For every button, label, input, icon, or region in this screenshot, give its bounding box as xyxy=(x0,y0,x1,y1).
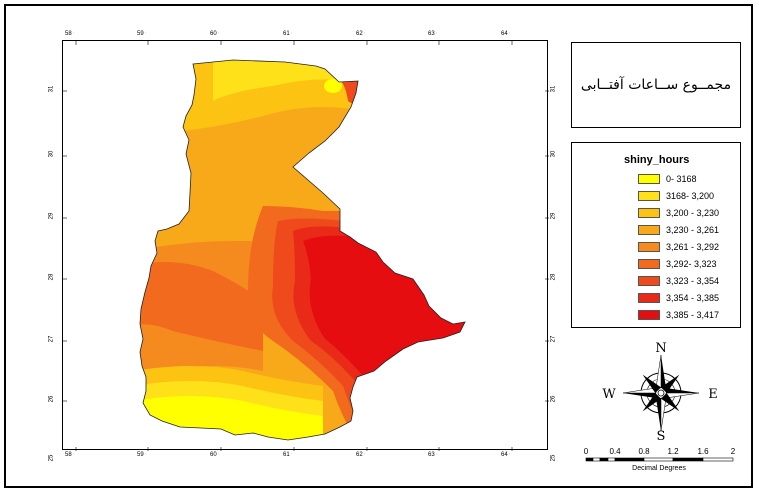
legend-swatch xyxy=(638,225,660,235)
legend-item: 3,385 - 3,417 xyxy=(638,309,719,321)
legend-title: shiny_hours xyxy=(624,154,690,166)
map-frame xyxy=(62,40,549,463)
legend-swatch xyxy=(638,174,660,184)
legend-swatch xyxy=(638,208,660,218)
legend-label: 3,200 - 3,230 xyxy=(666,208,720,218)
legend-label: 3,385 - 3,417 xyxy=(666,310,720,320)
legend-label: 0- 3168 xyxy=(666,174,697,184)
outer-frame xyxy=(4,4,753,488)
lat-label-left: 26 xyxy=(48,395,55,403)
legend-label: 3,230 - 3,261 xyxy=(666,225,720,235)
lat-label-right: 27 xyxy=(550,335,557,343)
province-map xyxy=(63,41,549,463)
lat-label-right: 25 xyxy=(550,454,557,462)
lon-label-bottom: 59° xyxy=(137,452,147,458)
lat-label-left: 31 xyxy=(48,85,55,93)
legend-swatch xyxy=(638,242,660,252)
lat-label-right: 28 xyxy=(550,273,557,281)
lon-label-bottom: 61° xyxy=(283,452,293,458)
scale-label: 0.4 xyxy=(609,447,621,456)
lat-label-right: 26 xyxy=(550,395,557,403)
scale-label: 0.8 xyxy=(638,447,650,456)
legend-label: 3,323 - 3,354 xyxy=(666,276,720,286)
lon-label-top: 62° xyxy=(356,31,366,37)
legend-item: 0- 3168 xyxy=(638,173,697,185)
legend-item: 3168- 3,200 xyxy=(638,190,714,202)
scale-label: 2 xyxy=(731,447,736,456)
lon-label-top: 59° xyxy=(137,31,147,37)
lon-label-top: 64° xyxy=(501,31,511,37)
legend-label: 3,292- 3,323 xyxy=(666,259,717,269)
scale-label: 0 xyxy=(584,447,589,456)
legend-item: 3,354 - 3,385 xyxy=(638,292,719,304)
legend-swatch xyxy=(638,259,660,269)
legend-item: 3,261 - 3,292 xyxy=(638,241,719,253)
lat-label-left: 29 xyxy=(48,212,55,220)
legend-item: 3,200 - 3,230 xyxy=(638,207,719,219)
lat-label-left: 28 xyxy=(48,273,55,281)
lat-label-right: 29 xyxy=(550,212,557,220)
lon-label-top: 58° xyxy=(65,31,75,37)
legend-label: 3168- 3,200 xyxy=(666,191,715,201)
legend-swatch xyxy=(638,191,660,201)
legend-item: 3,323 - 3,354 xyxy=(638,275,719,287)
lat-label-left: 30 xyxy=(48,150,55,158)
scale-unit: Decimal Degrees xyxy=(632,465,686,472)
map-title: مجمــوع ســاعات آفتــابی xyxy=(580,77,732,93)
lon-label-top: 61° xyxy=(283,31,293,37)
lat-label-left: 25 xyxy=(48,454,55,462)
east-label: E xyxy=(708,387,718,402)
lon-label-bottom: 63° xyxy=(428,452,438,458)
map-title-box: مجمــوع ســاعات آفتــابی xyxy=(571,42,741,128)
scale-bar: 0 0.4 0.8 1.2 1.6 2 Decimal Degrees xyxy=(584,447,736,472)
scale-label: 1.6 xyxy=(697,447,709,456)
legend: shiny_hours 0- 3168 3168- 3,200 3,200 - … xyxy=(571,142,741,328)
lon-label-bottom: 62° xyxy=(356,452,366,458)
lat-label-right: 30 xyxy=(550,150,557,158)
lon-label-bottom: 64° xyxy=(501,452,511,458)
south-label: S xyxy=(657,429,666,440)
legend-label: 3,261 - 3,292 xyxy=(666,242,720,252)
legend-item: 3,230 - 3,261 xyxy=(638,224,719,236)
lon-label-top: 60° xyxy=(210,31,220,37)
lat-label-right: 31 xyxy=(550,85,557,93)
north-label: N xyxy=(655,341,666,356)
legend-swatch xyxy=(638,293,660,303)
legend-swatch xyxy=(638,276,660,286)
legend-swatch xyxy=(638,310,660,320)
lat-label-left: 27 xyxy=(48,335,55,343)
lon-label-bottom: 58° xyxy=(65,452,75,458)
scale-label: 1.2 xyxy=(667,447,679,456)
lon-label-top: 63° xyxy=(428,31,438,37)
compass-rose-icon: N S E W xyxy=(602,341,718,440)
legend-label: 3,354 - 3,385 xyxy=(666,293,720,303)
lon-label-bottom: 60° xyxy=(210,452,220,458)
legend-item: 3,292- 3,323 xyxy=(638,258,717,270)
west-label: W xyxy=(602,387,616,402)
